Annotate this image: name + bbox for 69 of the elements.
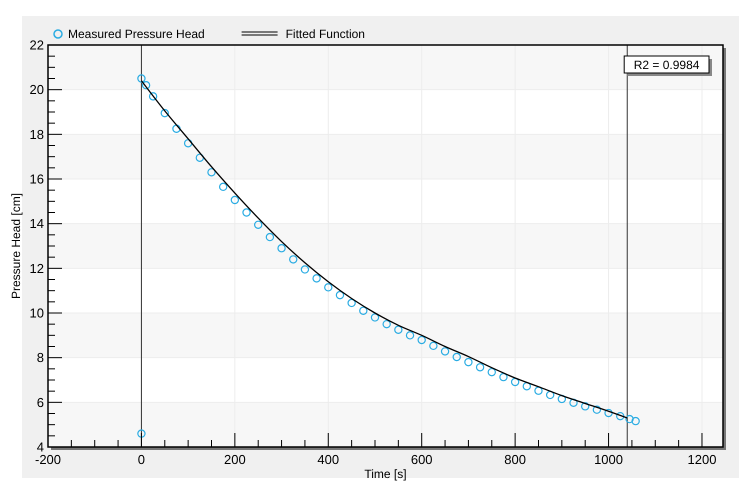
point	[347, 298, 356, 308]
point	[230, 196, 240, 204]
point	[254, 220, 262, 229]
point	[370, 313, 380, 322]
point	[382, 320, 391, 328]
point	[546, 390, 554, 400]
point	[604, 408, 613, 418]
point	[148, 92, 158, 101]
y-tick-label: 12	[30, 260, 44, 276]
x-tick-label: 600	[410, 452, 433, 467]
point	[488, 368, 496, 376]
point	[406, 331, 414, 340]
y-tick-label: 22	[30, 38, 44, 53]
point	[476, 363, 484, 372]
x-tick-label: 800	[504, 452, 526, 467]
point	[312, 274, 321, 283]
point	[172, 124, 181, 133]
y-tick-label: 4	[36, 440, 44, 455]
point	[277, 244, 286, 252]
point	[510, 378, 520, 386]
x-tick-label: 1200	[688, 452, 716, 467]
point	[522, 382, 532, 390]
point	[160, 108, 169, 118]
point	[569, 398, 578, 407]
point	[218, 182, 228, 192]
point	[580, 402, 590, 411]
y-tick-label: 18	[30, 126, 44, 142]
point	[394, 326, 403, 334]
point	[464, 358, 473, 366]
x-tick-label: 400	[317, 452, 340, 467]
legend-label: Measured Pressure Head	[68, 27, 205, 41]
x-tick-label: 200	[224, 452, 246, 467]
point	[207, 168, 216, 176]
point	[625, 414, 634, 424]
x-tick-label: -200	[34, 452, 62, 467]
point	[266, 232, 274, 242]
point	[137, 429, 146, 438]
point	[300, 265, 310, 274]
x-tick-label: 1000	[594, 452, 624, 467]
point	[631, 416, 640, 426]
point	[418, 336, 426, 344]
point	[359, 306, 368, 315]
point	[142, 81, 150, 90]
y-axis-title: Pressure Head [cm]	[9, 192, 23, 300]
legend-label: Fitted Function	[286, 27, 365, 41]
point	[196, 154, 204, 162]
y-tick-label: 16	[30, 172, 44, 187]
point	[429, 342, 438, 350]
point	[534, 386, 543, 395]
y-tick-label: 20	[30, 82, 44, 98]
y-tick-label: 14	[30, 216, 44, 232]
point	[558, 394, 566, 404]
point	[242, 208, 251, 217]
point	[184, 139, 192, 148]
annotation: R2 = 0.9984	[634, 58, 700, 72]
point	[440, 347, 450, 356]
x-axis-title: Time [s]	[364, 467, 407, 481]
point	[499, 372, 508, 382]
point	[137, 74, 146, 83]
point	[336, 290, 344, 300]
y-tick-label: 6	[36, 394, 44, 410]
y-tick-label: 10	[30, 306, 44, 321]
point	[452, 352, 461, 362]
y-tick-label: 8	[36, 350, 44, 366]
point	[324, 283, 332, 292]
point	[289, 255, 298, 264]
point	[616, 412, 624, 420]
x-tick-label: 0	[138, 452, 146, 467]
point	[592, 406, 602, 414]
